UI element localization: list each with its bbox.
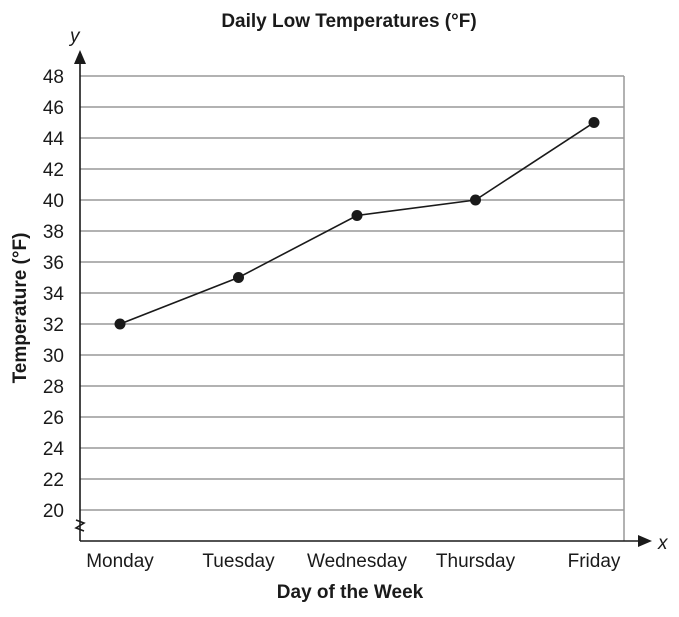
- x-tick-labels: Monday Tuesday Wednesday Thursday Friday: [86, 551, 621, 572]
- chart-title: Daily Low Temperatures (°F): [221, 11, 476, 32]
- data-point: [233, 272, 244, 283]
- y-tick-label: 42: [43, 160, 64, 181]
- x-axis-letter: x: [657, 533, 669, 554]
- y-tick-label: 38: [43, 222, 64, 243]
- y-tick-label: 28: [43, 377, 64, 398]
- y-axis-letter: y: [68, 26, 81, 47]
- y-tick-label: 48: [43, 67, 64, 88]
- y-tick-label: 22: [43, 470, 64, 491]
- x-tick-label: Friday: [568, 551, 621, 572]
- data-point: [114, 318, 126, 330]
- x-tick-label: Tuesday: [202, 551, 275, 572]
- y-tick-label: 46: [43, 98, 64, 119]
- y-tick-labels: 20 22 24 26 28 30 32 34 36 38 40 42 44 46 48: [43, 67, 65, 522]
- y-tick-label: 44: [43, 129, 65, 150]
- y-tick-label: 34: [43, 284, 65, 305]
- y-axis-arrow-icon: [74, 50, 86, 64]
- x-axis-arrow-icon: [638, 535, 652, 547]
- y-tick-label: 40: [43, 191, 64, 212]
- data-point: [588, 117, 600, 128]
- series-line: [119, 121, 595, 325]
- y-tick-label: 20: [43, 501, 64, 522]
- grid: [80, 75, 625, 541]
- y-tick-label: 26: [43, 408, 64, 429]
- axes: [74, 50, 652, 547]
- x-axis-title: Day of the Week: [277, 582, 424, 603]
- y-tick-label: 32: [43, 315, 64, 336]
- x-tick-label: Thursday: [436, 551, 516, 572]
- data-point: [351, 210, 363, 221]
- x-tick-label: Monday: [86, 551, 154, 572]
- y-tick-label: 30: [43, 346, 64, 367]
- data-point: [470, 194, 481, 206]
- x-tick-label: Wednesday: [307, 551, 407, 572]
- axis-break-icon: [74, 519, 86, 532]
- y-tick-label: 36: [43, 253, 64, 274]
- series: [114, 117, 600, 330]
- y-tick-label: 24: [43, 439, 65, 460]
- y-axis-title: Temperature (°F): [10, 233, 31, 384]
